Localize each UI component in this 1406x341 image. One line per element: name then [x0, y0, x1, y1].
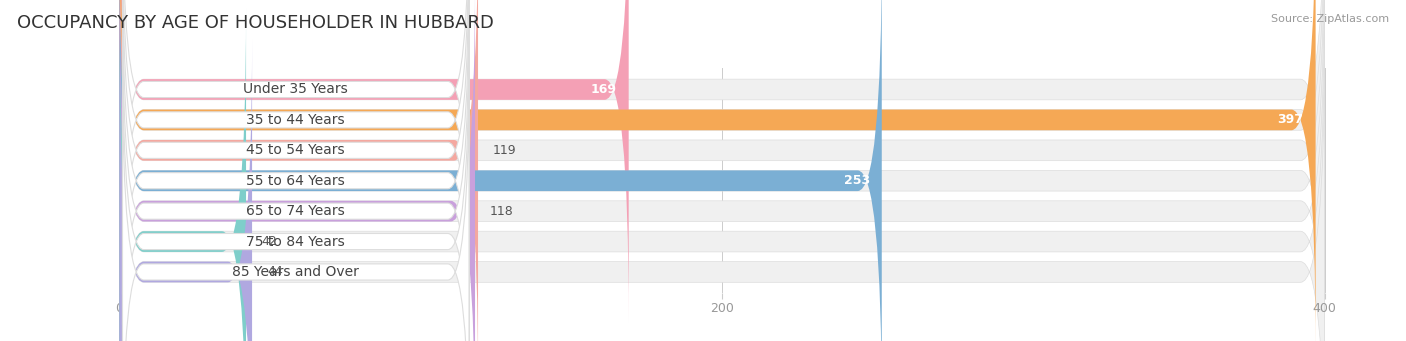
FancyBboxPatch shape [122, 0, 470, 294]
Text: 55 to 64 Years: 55 to 64 Years [246, 174, 344, 188]
FancyBboxPatch shape [120, 0, 1324, 341]
Text: 44: 44 [267, 266, 283, 279]
Text: 119: 119 [494, 144, 517, 157]
FancyBboxPatch shape [120, 39, 252, 341]
FancyBboxPatch shape [120, 39, 1324, 341]
FancyBboxPatch shape [122, 67, 470, 341]
FancyBboxPatch shape [122, 6, 470, 341]
FancyBboxPatch shape [120, 0, 478, 341]
FancyBboxPatch shape [120, 0, 628, 323]
FancyBboxPatch shape [120, 0, 1324, 341]
Text: 397: 397 [1278, 114, 1303, 127]
Text: 75 to 84 Years: 75 to 84 Years [246, 235, 344, 249]
FancyBboxPatch shape [122, 0, 470, 341]
FancyBboxPatch shape [122, 0, 470, 341]
Text: 45 to 54 Years: 45 to 54 Years [246, 143, 344, 157]
FancyBboxPatch shape [120, 0, 475, 341]
Text: 253: 253 [844, 174, 870, 187]
FancyBboxPatch shape [120, 0, 1324, 341]
Text: Source: ZipAtlas.com: Source: ZipAtlas.com [1271, 14, 1389, 24]
Text: OCCUPANCY BY AGE OF HOUSEHOLDER IN HUBBARD: OCCUPANCY BY AGE OF HOUSEHOLDER IN HUBBA… [17, 14, 494, 32]
FancyBboxPatch shape [120, 9, 1324, 341]
FancyBboxPatch shape [120, 0, 1324, 341]
FancyBboxPatch shape [120, 0, 1316, 341]
Text: 169: 169 [591, 83, 617, 96]
FancyBboxPatch shape [120, 9, 246, 341]
FancyBboxPatch shape [120, 0, 882, 341]
FancyBboxPatch shape [120, 0, 1324, 323]
Text: 42: 42 [262, 235, 277, 248]
Text: Under 35 Years: Under 35 Years [243, 83, 349, 97]
FancyBboxPatch shape [122, 37, 470, 341]
Text: 35 to 44 Years: 35 to 44 Years [246, 113, 344, 127]
Text: 118: 118 [491, 205, 513, 218]
Text: 65 to 74 Years: 65 to 74 Years [246, 204, 344, 218]
Text: 85 Years and Over: 85 Years and Over [232, 265, 359, 279]
FancyBboxPatch shape [122, 0, 470, 325]
